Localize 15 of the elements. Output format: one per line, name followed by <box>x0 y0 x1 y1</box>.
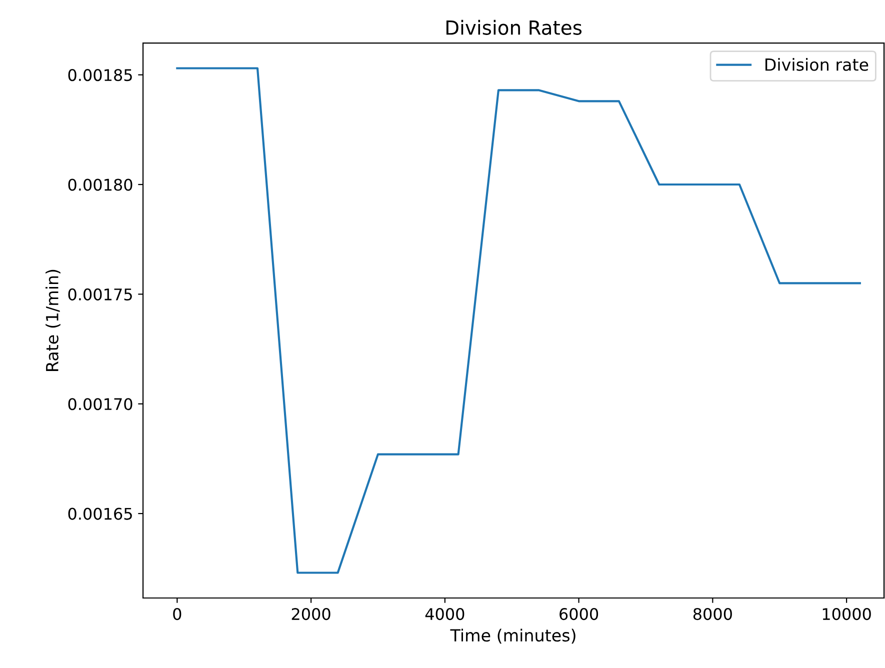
y-axis-title: Rate (1/min) <box>46 270 60 371</box>
x-axis-title: Time (minutes) <box>450 628 576 644</box>
y-tick-label: 0.00180 <box>68 178 132 191</box>
y-tick-label: 0.00170 <box>68 398 132 410</box>
x-tick-label: 6000 <box>560 608 598 620</box>
y-tick-label: 0.00185 <box>68 69 132 82</box>
x-tick-label: 10000 <box>822 608 871 620</box>
x-tick-label: 0 <box>173 608 182 620</box>
x-tick-label: 8000 <box>693 608 732 620</box>
legend-label: Division rate <box>765 58 868 71</box>
y-tick-label: 0.00165 <box>68 508 132 520</box>
x-tick-label: 4000 <box>425 608 464 620</box>
x-tick-label: 2000 <box>292 608 330 620</box>
y-tick-label: 0.00175 <box>68 288 132 300</box>
chart-title: Division Rates <box>446 20 582 35</box>
